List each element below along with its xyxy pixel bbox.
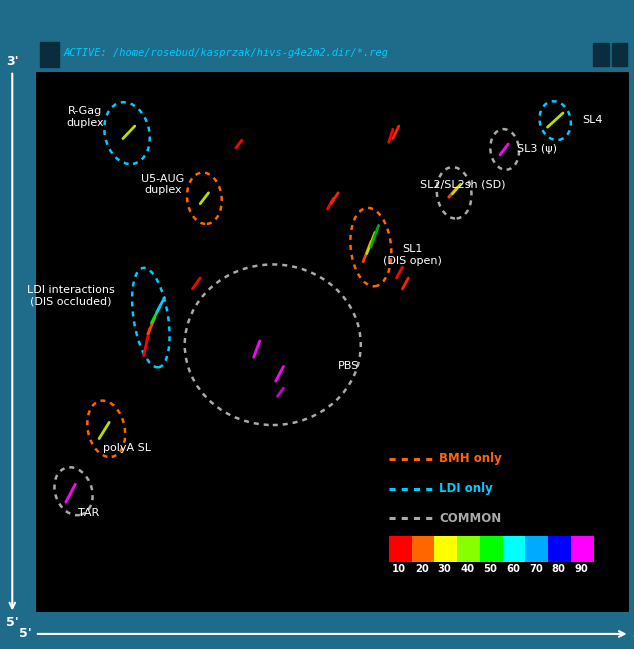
Text: 80: 80 — [552, 565, 566, 574]
Text: 70: 70 — [529, 565, 543, 574]
Bar — [526, 535, 548, 562]
Bar — [593, 43, 609, 66]
Bar — [411, 535, 434, 562]
Text: 60: 60 — [506, 565, 520, 574]
Text: COMMON: COMMON — [439, 512, 501, 525]
Text: PBS: PBS — [338, 361, 359, 371]
Text: LDI only: LDI only — [439, 482, 493, 495]
Text: TAR: TAR — [78, 508, 99, 518]
Text: LDI interactions
(DIS occluded): LDI interactions (DIS occluded) — [27, 285, 114, 307]
Text: R-Gag
duplex: R-Gag duplex — [67, 106, 104, 128]
Text: SL1
(DIS open): SL1 (DIS open) — [383, 245, 442, 266]
Text: SL3 (ψ): SL3 (ψ) — [517, 145, 557, 154]
Text: SL2/SL2sh (SD): SL2/SL2sh (SD) — [420, 180, 506, 190]
Bar — [503, 535, 526, 562]
Text: 5': 5' — [6, 616, 18, 629]
Bar — [571, 535, 594, 562]
Text: 90: 90 — [574, 565, 588, 574]
Text: 40: 40 — [460, 565, 474, 574]
Bar — [389, 535, 411, 562]
Bar — [40, 42, 59, 67]
Text: 5': 5' — [19, 628, 32, 641]
Bar — [457, 535, 480, 562]
Text: 50: 50 — [483, 565, 497, 574]
Text: 3': 3' — [6, 55, 18, 68]
Text: polyA SL: polyA SL — [103, 443, 151, 453]
Bar — [612, 43, 626, 66]
Bar — [480, 535, 503, 562]
Text: BMH only: BMH only — [439, 452, 502, 465]
Text: ACTIVE: /home/rosebud/kasprzak/hivs-g4e2m2.dir/*.reg: ACTIVE: /home/rosebud/kasprzak/hivs-g4e2… — [63, 48, 389, 58]
Text: 30: 30 — [437, 565, 451, 574]
Bar — [548, 535, 571, 562]
Text: 20: 20 — [415, 565, 429, 574]
Text: U5-AUG
duplex: U5-AUG duplex — [141, 174, 184, 195]
Text: 10: 10 — [392, 565, 406, 574]
Text: 3': 3' — [633, 628, 634, 641]
Text: SL4: SL4 — [583, 115, 603, 125]
Bar — [434, 535, 457, 562]
